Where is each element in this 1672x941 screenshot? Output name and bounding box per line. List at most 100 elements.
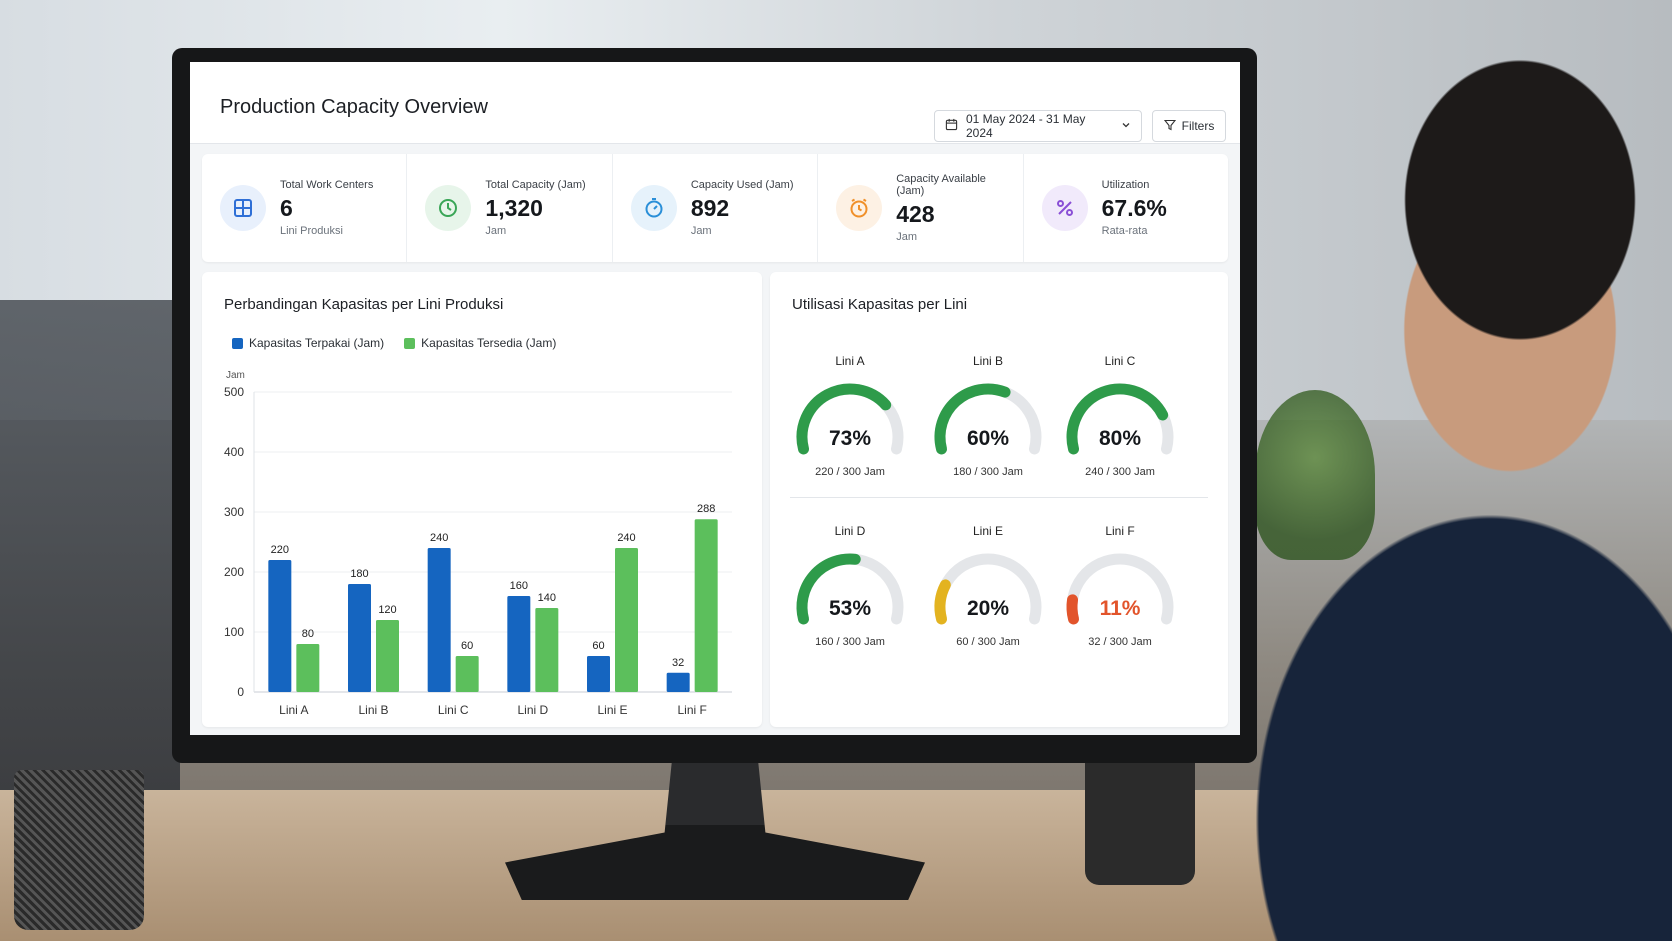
bar-value-label: 32	[672, 657, 684, 669]
y-tick-label: 300	[224, 505, 244, 519]
legend-item: Kapasitas Tersedia (Jam)	[404, 336, 556, 350]
bar-value-label: 240	[617, 532, 635, 544]
bar	[535, 608, 559, 692]
gauge-track	[1066, 553, 1174, 625]
kpi-label: Total Capacity (Jam)	[485, 179, 586, 191]
kpi-label: Capacity Available (Jam)	[896, 173, 986, 197]
bar	[455, 656, 479, 692]
gauge-fill	[1066, 383, 1169, 455]
gauge-detail: 180 / 300 Jam	[953, 466, 1023, 478]
gauge-percent: 73%	[829, 427, 871, 450]
kpi-value: 892	[690, 195, 730, 221]
gauge-percent: 60%	[967, 427, 1009, 450]
bar	[694, 519, 718, 692]
kpi-card: Capacity Used (Jam) 892 Jam	[613, 154, 819, 262]
bar	[666, 672, 690, 692]
bar-value-label: 140	[538, 592, 556, 604]
kpi-label: Total Work Centers	[280, 179, 374, 191]
bar-value-label: 60	[461, 640, 473, 652]
gauge-fill	[934, 579, 951, 625]
calendar-icon	[945, 118, 958, 134]
gauge-fill	[1066, 594, 1080, 625]
legend-swatch	[404, 337, 416, 349]
bar	[427, 548, 451, 692]
bar	[268, 560, 292, 692]
utilization-gauges: Lini A 73% 220 / 300 Jam Lini B 60% 180 / 300…	[796, 354, 1174, 648]
dashboard-header: Production Capacity Overview 01 May 2024…	[190, 62, 1240, 144]
gauge-percent: 11%	[1100, 597, 1141, 620]
bar-value-label: 288	[697, 503, 715, 515]
kpi-sub: Rata-rata	[1101, 225, 1148, 237]
gauge-fill	[796, 383, 892, 455]
kpi-card: Capacity Available (Jam) 428 Jam	[818, 154, 1024, 262]
y-tick-label: 400	[224, 445, 244, 459]
bar-value-label: 60	[592, 640, 604, 652]
legend-item: Kapasitas Terpakai (Jam)	[232, 336, 384, 350]
gauge-name: Lini A	[835, 354, 864, 368]
page-title: Production Capacity Overview	[220, 96, 488, 118]
kpi-sub: Jam	[896, 231, 917, 243]
capacity-bar-chart: Jam 0 100 200 300 400 500 220 80 Lini A 180 120 Lini…	[224, 370, 732, 717]
x-tick-label: Lini B	[358, 703, 388, 717]
x-tick-label: Lini C	[438, 703, 469, 717]
legend-label: Kapasitas Tersedia (Jam)	[421, 336, 557, 350]
bar-value-label: 240	[430, 532, 448, 544]
filters-button[interactable]: Filters	[1152, 110, 1226, 142]
gauge-fill	[934, 383, 1011, 455]
stopwatch-icon	[630, 185, 677, 231]
gauge-detail: 160 / 300 Jam	[815, 636, 885, 648]
bar	[615, 548, 638, 692]
x-tick-label: Lini D	[517, 703, 548, 717]
kpi-summary-row: Total Work Centers 6 Lini Produksi Total…	[202, 154, 1228, 262]
kpi-sub: Jam	[485, 225, 507, 237]
gauge-fill	[796, 553, 861, 625]
clock-icon	[425, 185, 472, 231]
bar-value-label: 80	[302, 628, 314, 640]
kpi-value: 1,320	[485, 195, 543, 221]
gauge-percent: 20%	[967, 597, 1009, 620]
x-tick-label: Lini A	[279, 703, 308, 717]
bar-value-label: 160	[510, 580, 528, 592]
kpi-value: 6	[280, 195, 293, 221]
gauge-detail: 220 / 300 Jam	[815, 466, 885, 478]
x-tick-label: Lini E	[597, 703, 627, 717]
kpi-label: Capacity Used (Jam)	[690, 179, 794, 191]
filter-icon	[1163, 119, 1176, 134]
gauge-percent: 53%	[829, 597, 871, 620]
gauge-panel: Utilisasi Kapasitas per Lini Lini A 73% 22…	[770, 272, 1228, 727]
grid-icon	[220, 185, 266, 231]
x-tick-label: Lini F	[677, 703, 706, 717]
percent-icon	[1041, 185, 1088, 231]
kpi-card: Utilization 67.6% Rata-rata	[1024, 154, 1228, 262]
y-tick-label: 500	[224, 385, 244, 399]
gauge-divider	[790, 497, 1208, 498]
gauge-detail: 240 / 300 Jam	[1085, 466, 1155, 478]
bar	[587, 656, 610, 692]
bar	[507, 596, 531, 692]
bar	[376, 620, 399, 692]
date-range-text: 01 May 2024 - 31 May 2024	[966, 112, 1086, 140]
legend-swatch	[232, 337, 243, 349]
bar	[296, 644, 320, 692]
kpi-label: Utilization	[1101, 179, 1150, 191]
office-shelf	[0, 300, 180, 820]
gauge-name: Lini C	[1105, 354, 1136, 368]
y-tick-label: 200	[224, 565, 244, 579]
chart-legend: Kapasitas Terpakai (Jam) Kapasitas Tersed…	[232, 336, 556, 350]
bar-value-label: 180	[350, 568, 368, 580]
date-range-picker[interactable]: 01 May 2024 - 31 May 2024	[934, 110, 1142, 142]
bar-chart-title: Perbandingan Kapasitas per Lini Produksi	[224, 296, 504, 313]
kpi-sub: Lini Produksi	[280, 225, 343, 237]
pen-holder	[14, 770, 144, 930]
gauge-name: Lini E	[973, 524, 1003, 538]
gauge-detail: 60 / 300 Jam	[956, 636, 1020, 648]
kpi-card: Total Work Centers 6 Lini Produksi	[202, 154, 408, 262]
gauge-name: Lini B	[973, 354, 1003, 368]
filters-label: Filters	[1181, 119, 1215, 133]
bar	[348, 584, 371, 692]
legend-label: Kapasitas Terpakai (Jam)	[249, 336, 385, 350]
person	[1190, 0, 1672, 941]
kpi-sub: Jam	[690, 225, 712, 237]
dashboard-screen: Production Capacity Overview 01 May 2024…	[190, 62, 1240, 735]
bar-value-label: 220	[271, 544, 289, 556]
